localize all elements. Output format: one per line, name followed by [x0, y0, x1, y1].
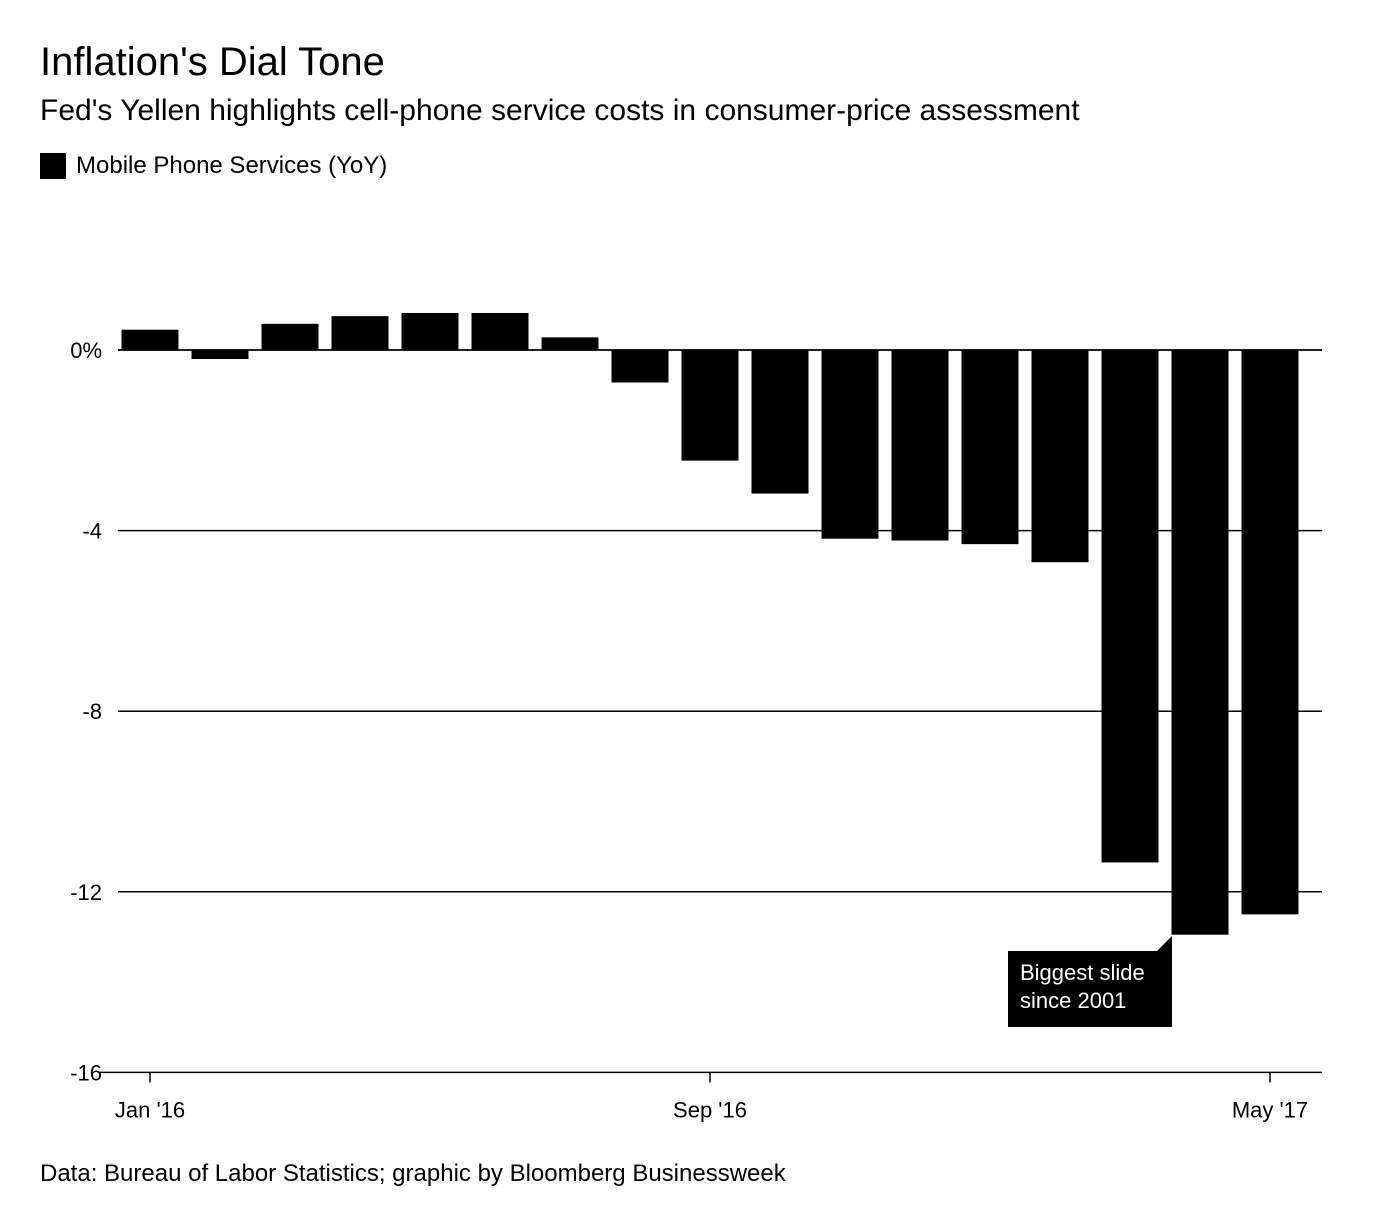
y-tick-label: 0%: [70, 338, 102, 363]
bar: [681, 350, 739, 461]
chart-subtitle: Fed's Yellen highlights cell-phone servi…: [40, 94, 1080, 127]
bar: [541, 337, 599, 350]
bar: [1031, 350, 1089, 563]
annotation-callout: Biggest slide since 2001: [1008, 951, 1172, 1027]
legend: Mobile Phone Services (YoY): [40, 152, 387, 180]
annotation-pointer: [1155, 936, 1172, 953]
bar: [1101, 350, 1159, 863]
bar: [191, 350, 249, 360]
x-tick-label: Jan '16: [115, 1097, 185, 1122]
bar: [401, 312, 459, 350]
annotation-line-2: since 2001: [1020, 988, 1127, 1013]
source-note: Data: Bureau of Labor Statistics; graphi…: [40, 1160, 786, 1187]
bar: [611, 350, 669, 383]
bar: [1241, 350, 1299, 915]
annotation-line-1: Biggest slide: [1020, 960, 1145, 985]
x-tick-label: Sep '16: [673, 1097, 747, 1122]
bar: [1171, 350, 1229, 935]
bar: [821, 350, 879, 539]
bar: [261, 323, 319, 350]
x-tick-label: May '17: [1232, 1097, 1308, 1122]
bar: [471, 312, 529, 350]
bar: [121, 329, 179, 350]
chart-title: Inflation's Dial Tone: [40, 40, 385, 84]
legend-swatch: [40, 153, 66, 179]
bar: [331, 316, 389, 350]
bar: [891, 350, 949, 541]
bar: [751, 350, 809, 494]
bar: [961, 350, 1019, 545]
y-tick-label: -8: [82, 699, 102, 724]
legend-label: Mobile Phone Services (YoY): [76, 152, 388, 179]
y-tick-label: -12: [70, 880, 102, 905]
y-tick-label: -4: [82, 519, 102, 544]
y-tick-label: -16: [70, 1060, 102, 1085]
